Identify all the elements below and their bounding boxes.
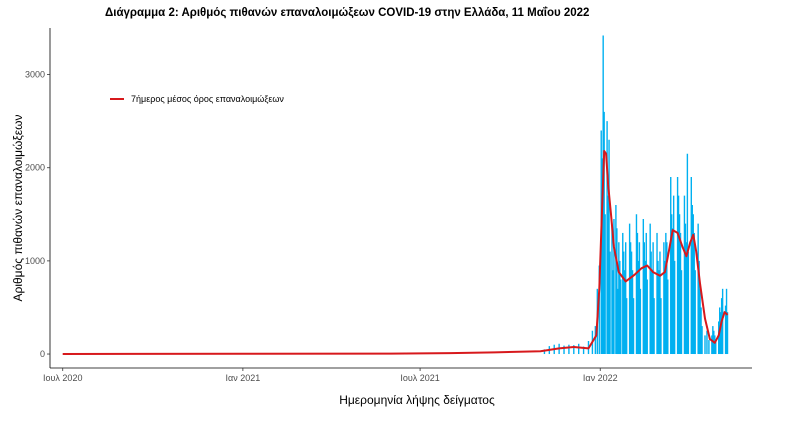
y-axis-title: Αριθμός πιθανών επαναλοιμώξεων <box>11 114 25 301</box>
legend-label: 7ήμερος μέσος όρος επαναλοιμώξεων <box>131 94 284 104</box>
y-tick-label: 1000 <box>25 256 45 266</box>
daily-bars <box>543 35 729 355</box>
legend: 7ήμερος μέσος όρος επαναλοιμώξεων <box>110 94 284 104</box>
x-axis-title: Ημερομηνία λήψης δείγματος <box>339 393 495 407</box>
y-tick-label: 2000 <box>25 163 45 173</box>
moving-average-path <box>62 150 729 355</box>
y-tick-label: 3000 <box>25 70 45 80</box>
chart-title: Διάγραμμα 2: Αριθμός πιθανών επαναλοιμώξ… <box>105 7 589 19</box>
x-tick-label: Ιουλ 2021 <box>400 373 439 383</box>
moving-average-line <box>62 150 729 355</box>
x-tick-label: Ιαν 2021 <box>226 373 261 383</box>
y-tick-label: 0 <box>40 349 45 359</box>
x-tick-label: Ιαν 2022 <box>583 373 618 383</box>
axes: 0 1000 2000 3000 Ιουλ 2020 Ιαν 2021 Ιουλ 2021 Ι… <box>25 28 752 383</box>
x-tick-label: Ιουλ 2020 <box>43 373 82 383</box>
